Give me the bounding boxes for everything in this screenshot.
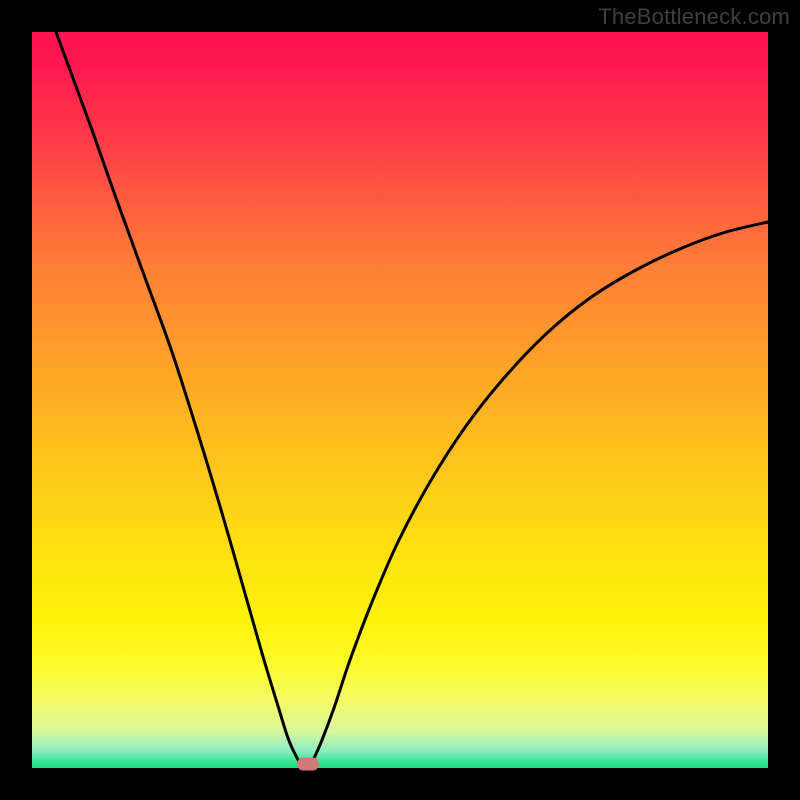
bottleneck-curve bbox=[56, 32, 768, 767]
optimum-marker bbox=[297, 758, 319, 771]
watermark-text: TheBottleneck.com bbox=[598, 4, 790, 30]
bottleneck-chart: TheBottleneck.com bbox=[0, 0, 800, 800]
curve-layer bbox=[0, 0, 800, 800]
